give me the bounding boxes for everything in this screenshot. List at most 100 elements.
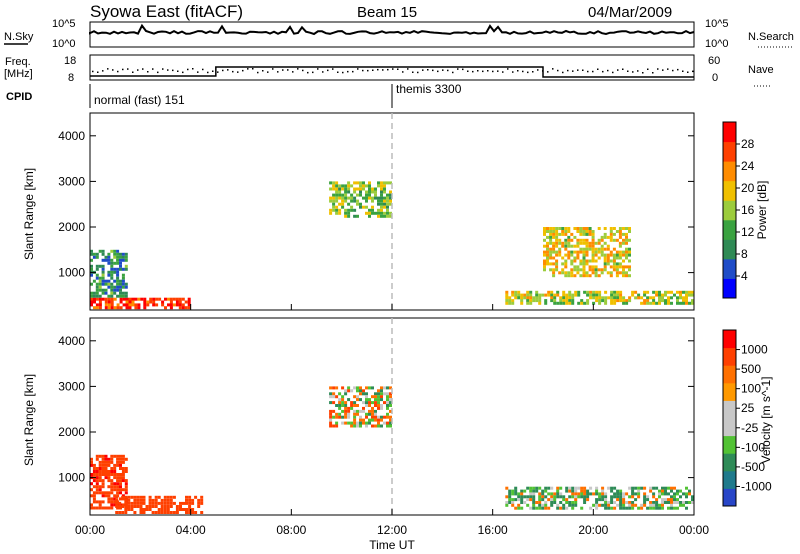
heatmap-cell [119, 288, 122, 292]
heatmap-cell [643, 301, 647, 305]
heatmap-cell [377, 199, 380, 203]
heatmap-cell [673, 486, 676, 490]
heatmap-cell [95, 476, 99, 480]
nave-dot [407, 68, 409, 70]
heatmap-cell [131, 297, 135, 301]
heatmap-cell [353, 214, 357, 218]
heatmap-cell [371, 386, 374, 390]
heatmap-cell [113, 454, 117, 458]
heatmap-cell [543, 253, 546, 257]
heatmap-cell [520, 492, 524, 496]
heatmap-cell [98, 297, 102, 301]
heatmap-cell [532, 299, 536, 303]
heatmap-cell [362, 409, 365, 413]
heatmap-cell [365, 401, 368, 405]
heatmap-cell [589, 486, 593, 490]
heatmap-cell [595, 501, 599, 504]
heatmap-cell [688, 489, 691, 493]
heatmap-cell [110, 282, 114, 286]
cpid-segment-1: normal (fast) 151 [94, 93, 185, 107]
heatmap-cell [92, 506, 96, 510]
heatmap-cell [104, 460, 108, 464]
heatmap-cell [579, 230, 583, 233]
heatmap-cell [119, 258, 122, 262]
heatmap-cell [121, 285, 125, 289]
colorbar-swatch [723, 365, 736, 384]
heatmap-cell [558, 238, 562, 242]
heatmap-cell [682, 501, 685, 504]
heatmap-cell [532, 486, 536, 490]
heatmap-cell [95, 264, 99, 268]
heatmap-cell [586, 290, 590, 294]
heatmap-cell [185, 501, 188, 505]
heatmap-cell [329, 211, 333, 215]
heatmap-cell [377, 401, 380, 405]
heatmap-cell [347, 190, 351, 194]
heatmap-cell [139, 508, 143, 511]
nave-dot [617, 69, 619, 71]
heatmap-cell [90, 460, 93, 464]
heatmap-cell [591, 241, 595, 245]
heatmap-cell [661, 506, 664, 510]
nave-dot [482, 70, 484, 73]
nave-dot [612, 71, 614, 74]
heatmap-cell [380, 199, 383, 203]
heatmap-cell [95, 506, 99, 510]
heatmap-cell [585, 241, 589, 245]
heatmap-cell [582, 268, 586, 272]
heatmap-cell [538, 492, 542, 496]
heatmap-cell [615, 262, 619, 266]
heatmap-cell [544, 506, 548, 510]
heatmap-cell [371, 415, 374, 419]
heatmap-cell [383, 415, 386, 419]
heatmap-cell [628, 238, 631, 242]
heatmap-cell [676, 506, 679, 510]
heatmap-cell [588, 247, 592, 251]
heatmap-cell [520, 299, 524, 303]
heatmap-cell [377, 181, 380, 185]
heatmap-cell [634, 296, 638, 300]
heatmap-cell [597, 268, 601, 272]
heatmap-cell [383, 184, 386, 188]
heatmap-cell [124, 505, 128, 508]
heatmap-cell [98, 288, 102, 292]
heatmap-cell [374, 412, 377, 416]
nsky-panel: N.Sky 10^5 10^0 10^5 10^0 N.Search [4, 18, 794, 50]
heatmap-cell [652, 495, 656, 499]
heatmap-cell [549, 253, 553, 257]
heatmap-cell [618, 271, 622, 275]
heatmap-cell [95, 282, 99, 286]
heatmap-cell [585, 247, 589, 251]
heatmap-cell [353, 196, 357, 200]
heatmap-cell [577, 293, 581, 297]
nave-dot [662, 69, 664, 71]
heatmap-cell [637, 506, 641, 510]
heatmap-cell [567, 256, 571, 260]
heatmap-cell [559, 301, 563, 305]
heatmap-cell [607, 296, 611, 300]
heatmap-cell [116, 294, 120, 298]
heatmap-cell [200, 498, 204, 502]
heatmap-cell [344, 208, 348, 212]
heatmap-cell [90, 300, 93, 304]
power-cells [90, 181, 694, 310]
heatmap-cell [104, 282, 108, 286]
nave-dot [417, 71, 419, 74]
heatmap-cell [338, 193, 342, 197]
heatmap-cell [520, 293, 524, 297]
heatmap-cell [110, 249, 114, 253]
heatmap-cell [101, 500, 105, 504]
heatmap-cell [655, 486, 659, 490]
heatmap-cell [571, 489, 575, 493]
heatmap-cell [185, 508, 188, 511]
heatmap-cell [631, 503, 635, 507]
heatmap-cell [535, 299, 539, 303]
heatmap-cell [538, 495, 542, 499]
heatmap-cell [546, 244, 549, 248]
heatmap-cell [559, 296, 563, 300]
heatmap-cell [107, 252, 111, 256]
heatmap-cell [95, 285, 99, 289]
heatmap-cell [90, 506, 93, 510]
heatmap-cell [564, 271, 568, 275]
heatmap-cell [163, 508, 167, 511]
